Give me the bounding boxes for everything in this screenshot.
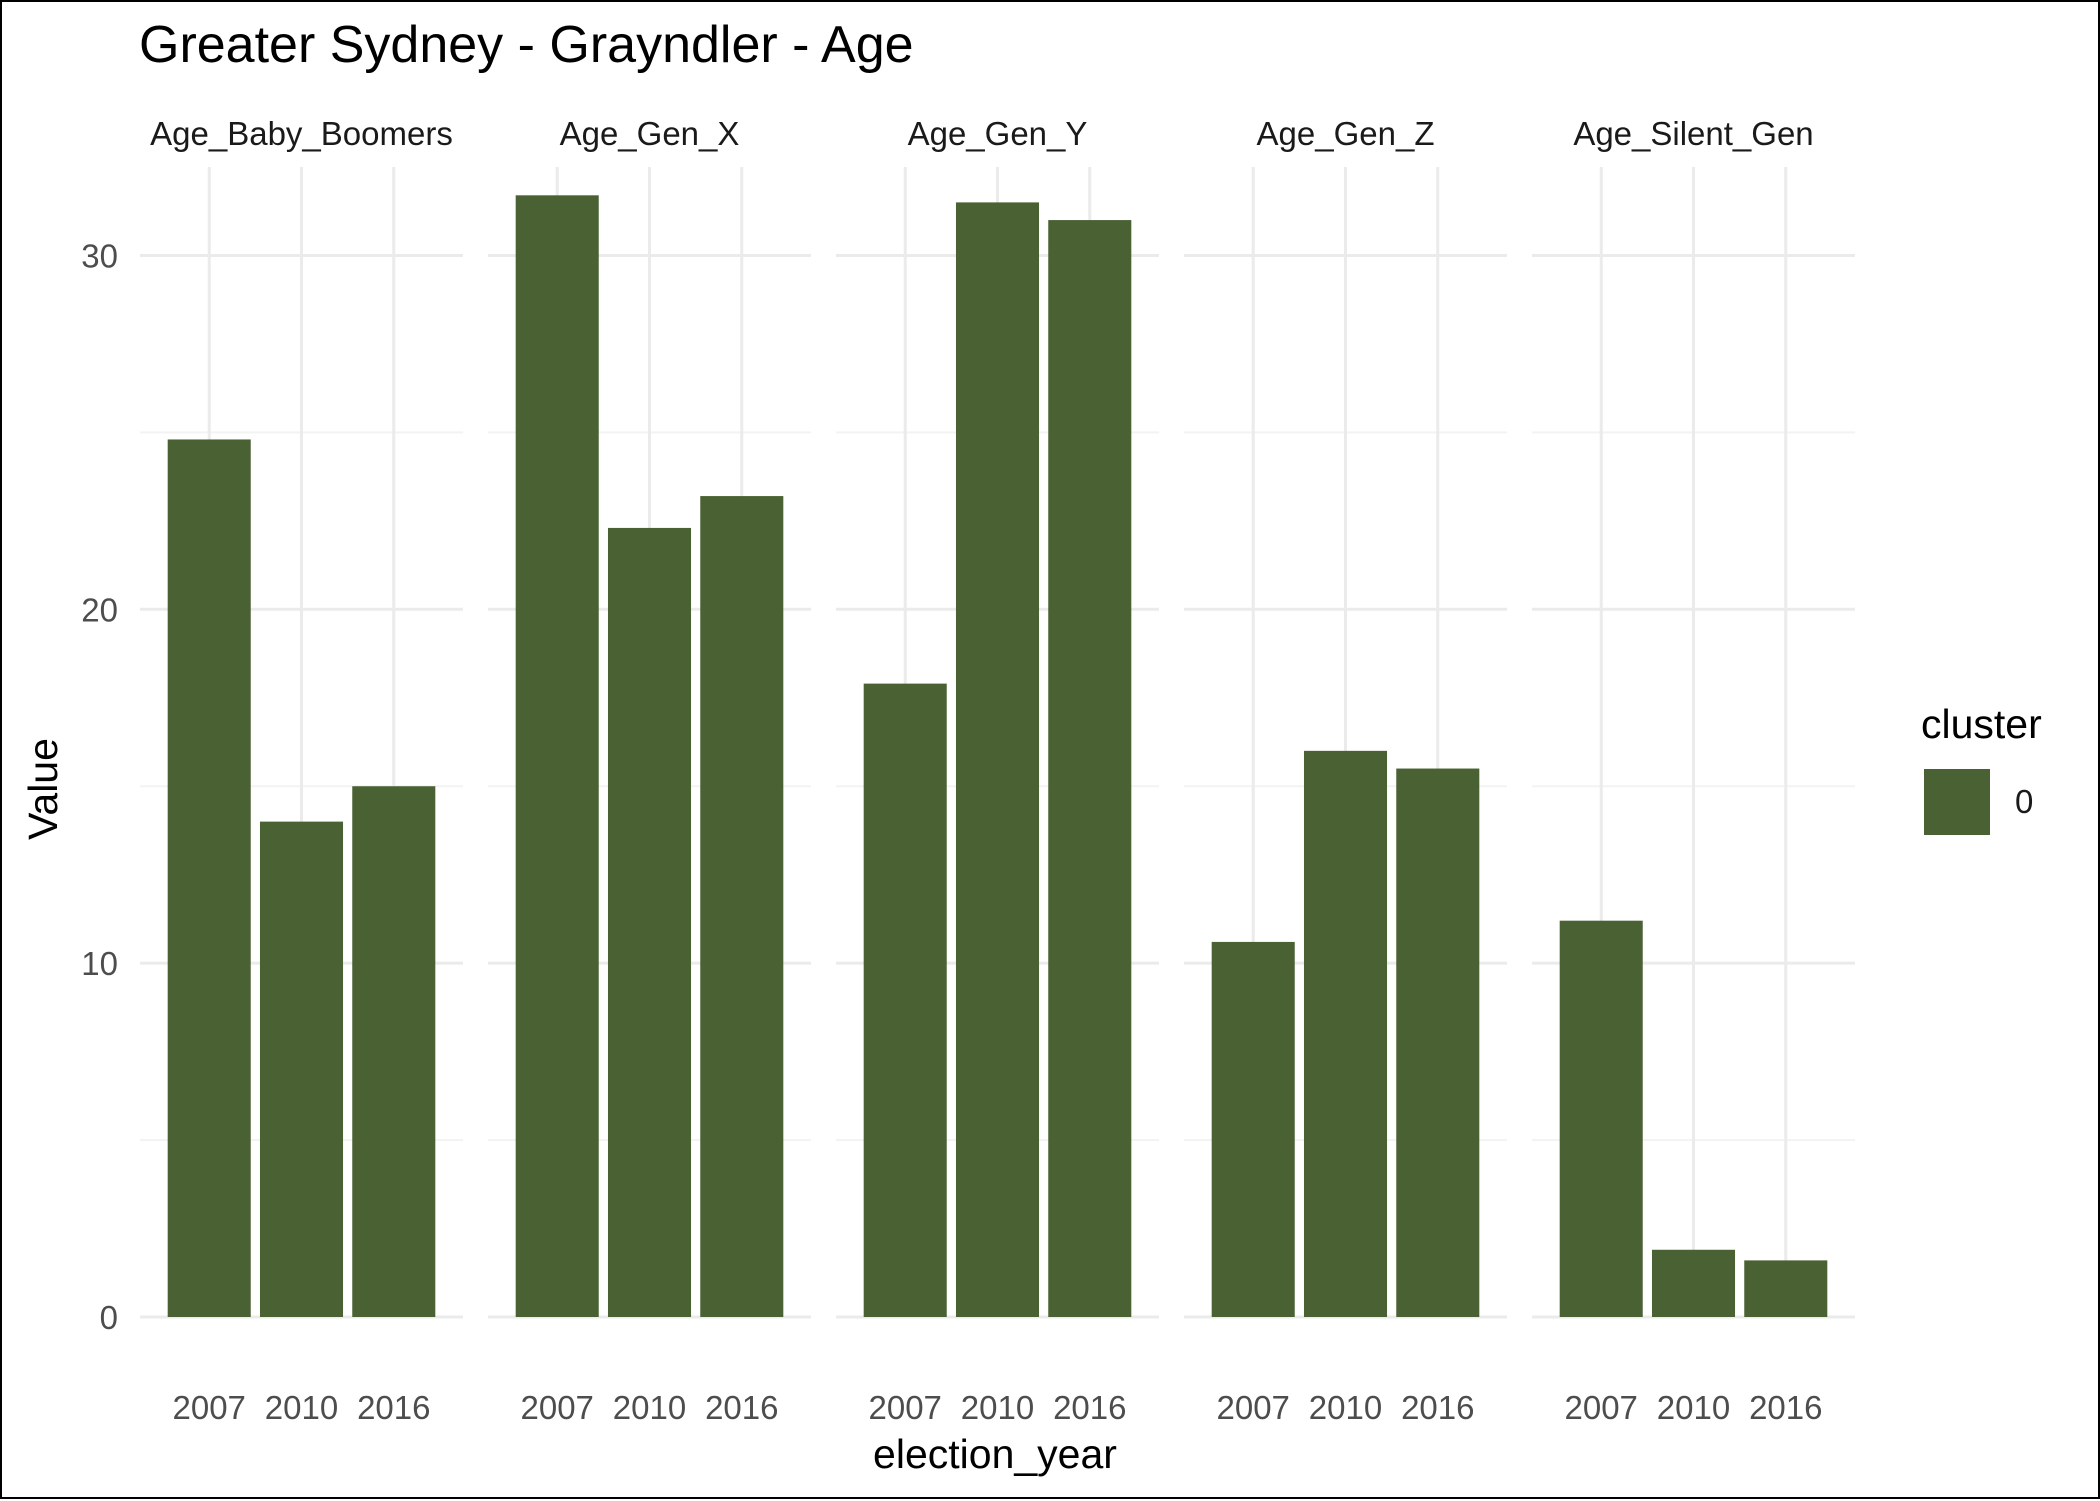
bar-age-gen-x-2016 xyxy=(700,496,784,1318)
chart-title: Greater Sydney - Grayndler - Age xyxy=(139,16,914,74)
facet-strip-label: Age_Gen_X xyxy=(560,115,740,152)
bar-age-gen-x-2010 xyxy=(607,527,692,1317)
bar-age-gen-x-2007 xyxy=(515,195,599,1317)
facet-strip-label: Age_Gen_Z xyxy=(1257,115,1435,152)
y-tick-label: 30 xyxy=(81,237,118,274)
x-tick-label: 2016 xyxy=(1749,1389,1822,1426)
bar-age-gen-z-2016 xyxy=(1396,768,1480,1317)
bar-age-baby-boomers-2007 xyxy=(167,439,251,1317)
legend-label-0: 0 xyxy=(2015,783,2033,820)
x-tick-label: 2016 xyxy=(1401,1389,1474,1426)
facet-strip-label: Age_Silent_Gen xyxy=(1573,115,1813,152)
legend: cluster 0 xyxy=(1921,701,2042,835)
x-tick-label: 2007 xyxy=(1565,1389,1638,1426)
panel-age-gen-x: Age_Gen_X 2007 2010 2016 xyxy=(488,115,811,1426)
bar-age-silent-gen-2016 xyxy=(1744,1260,1828,1317)
bar-age-gen-y-2010 xyxy=(955,202,1040,1317)
x-tick-label: 2016 xyxy=(705,1389,778,1426)
x-tick-label: 2016 xyxy=(357,1389,430,1426)
x-tick-label: 2007 xyxy=(521,1389,594,1426)
x-tick-label: 2007 xyxy=(1217,1389,1290,1426)
bar-age-baby-boomers-2010 xyxy=(259,821,344,1317)
y-tick-label: 0 xyxy=(100,1299,118,1336)
x-tick-label: 2010 xyxy=(265,1389,338,1426)
panel-age-gen-y: Age_Gen_Y 2007 2010 2016 xyxy=(836,115,1159,1426)
x-axis-title: election_year xyxy=(873,1431,1117,1477)
x-tick-label: 2010 xyxy=(961,1389,1034,1426)
bar-age-silent-gen-2010 xyxy=(1651,1249,1736,1317)
bar-age-gen-y-2007 xyxy=(863,683,947,1317)
bar-age-silent-gen-2007 xyxy=(1559,920,1643,1317)
x-tick-label: 2010 xyxy=(1309,1389,1382,1426)
x-tick-label: 2016 xyxy=(1053,1389,1126,1426)
y-axis-title: Value xyxy=(20,738,66,840)
legend-title: cluster xyxy=(1921,701,2042,747)
bar-age-gen-z-2010 xyxy=(1303,750,1388,1317)
facet-strip-label: Age_Gen_Y xyxy=(908,115,1088,152)
x-tick-label: 2010 xyxy=(1657,1389,1730,1426)
panel-age-gen-z: Age_Gen_Z 2007 2010 2016 xyxy=(1184,115,1507,1426)
y-tick-label: 10 xyxy=(81,945,118,982)
facet-panels: Age_Baby_Boomers 2007 2010 2016 Age_Gen_X 200… xyxy=(140,115,1855,1426)
panel-age-baby-boomers: Age_Baby_Boomers 2007 2010 2016 xyxy=(140,115,463,1426)
x-tick-label: 2007 xyxy=(173,1389,246,1426)
facet-strip-label: Age_Baby_Boomers xyxy=(150,115,453,152)
panel-age-silent-gen: Age_Silent_Gen 2007 2010 2016 xyxy=(1532,115,1855,1426)
bar-age-baby-boomers-2016 xyxy=(352,786,436,1317)
x-tick-label: 2007 xyxy=(869,1389,942,1426)
bar-age-gen-z-2007 xyxy=(1211,941,1295,1317)
legend-key-0 xyxy=(1924,769,1990,835)
x-tick-label: 2010 xyxy=(613,1389,686,1426)
bar-age-gen-y-2016 xyxy=(1048,220,1132,1318)
y-tick-label: 20 xyxy=(81,591,118,628)
